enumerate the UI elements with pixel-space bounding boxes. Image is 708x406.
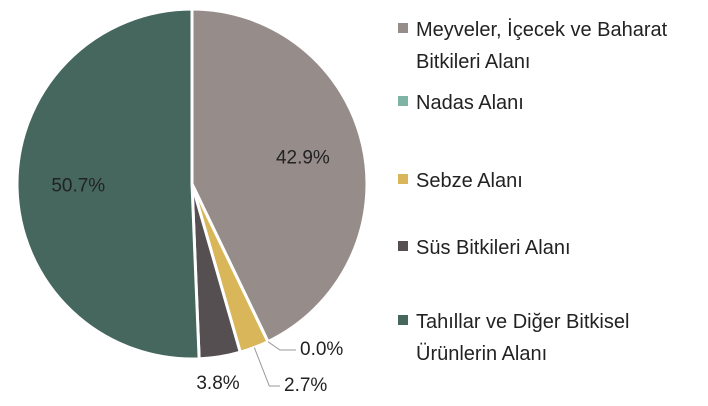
legend-label: Süs Bitkileri Alanı [416, 237, 571, 259]
data-label: 42.9% [276, 148, 330, 169]
leader-line [253, 347, 280, 387]
legend-item: Süs Bitkileri Alanı [398, 232, 676, 264]
data-label: 50.7% [51, 175, 105, 196]
leader-line [267, 341, 296, 351]
legend-swatch [398, 23, 408, 33]
legend-item: Meyveler, İçecek ve Baharat Bitkileri Al… [398, 14, 676, 78]
pie-slice [15, 7, 201, 361]
legend-label: Nadas Alanı [416, 92, 524, 114]
legend-swatch [398, 315, 408, 325]
data-label: 3.8% [196, 373, 239, 394]
legend-item: Sebze Alanı [398, 165, 676, 197]
data-label: 2.7% [284, 375, 327, 396]
legend-item: Nadas Alanı [398, 87, 676, 119]
legend-label: Tahıllar ve Diğer Bitkisel Ürünlerin Ala… [416, 311, 630, 365]
legend-swatch [398, 174, 408, 184]
legend-item: Tahıllar ve Diğer Bitkisel Ürünlerin Ala… [398, 306, 676, 370]
pie-slice [190, 7, 369, 344]
legend-swatch [398, 96, 408, 106]
legend-swatch [398, 241, 408, 251]
legend-label: Sebze Alanı [416, 170, 523, 192]
legend-label: Meyveler, İçecek ve Baharat Bitkileri Al… [416, 19, 668, 73]
data-label: 0.0% [300, 339, 343, 360]
